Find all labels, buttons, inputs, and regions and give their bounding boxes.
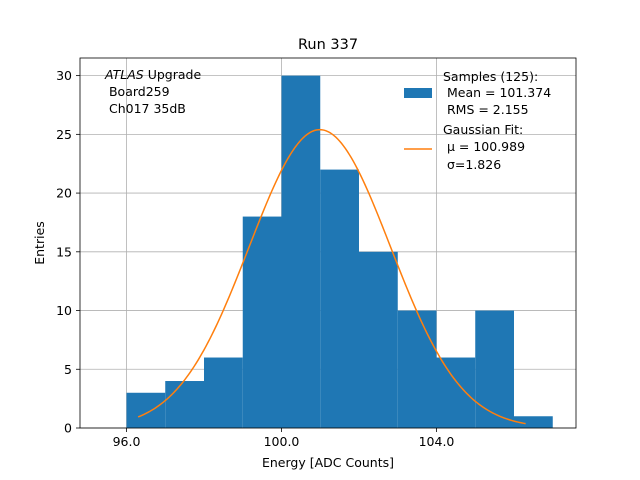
legend: Samples (125): Mean = 101.374 RMS = 2.15…	[404, 69, 551, 172]
histogram-bar	[281, 75, 321, 428]
x-tick-label: 96.0	[113, 434, 141, 449]
histogram-bars	[126, 75, 553, 429]
x-tick-label: 104.0	[419, 434, 455, 449]
histogram-bar	[475, 310, 514, 428]
y-tick-label: 5	[64, 362, 72, 377]
y-tick-label: 25	[56, 127, 72, 142]
y-axis-label: Entries	[32, 221, 47, 265]
gaussian-fit-curve	[137, 128, 526, 425]
y-tick-label: 0	[64, 421, 72, 436]
legend-fit-line3: σ=1.826	[443, 157, 501, 172]
y-tick-label: 15	[56, 244, 72, 259]
histogram-bar	[397, 310, 437, 428]
legend-samples-patch	[404, 88, 432, 98]
legend-fit-line1: Gaussian Fit:	[443, 122, 523, 137]
chart-title: Run 337	[298, 37, 358, 53]
y-tick-label: 10	[56, 303, 72, 318]
x-axis-ticks: 96.0 100.0 104.0	[113, 428, 455, 449]
annotation-rest: Upgrade	[144, 67, 202, 82]
legend-fit-line2: μ = 100.989	[443, 139, 525, 154]
annotation-italic: ATLAS	[104, 67, 144, 82]
histogram-bar	[204, 357, 243, 428]
plot-frame	[79, 57, 577, 429]
annotation-channel: Ch017 35dB	[105, 101, 186, 116]
histogram-bar	[436, 357, 476, 428]
y-axis-ticks: 0 5 10 15 20 25 30	[56, 68, 80, 436]
legend-samples-line1: Samples (125):	[443, 69, 538, 84]
histogram-bar	[165, 381, 204, 428]
histogram-bar	[242, 216, 282, 428]
histogram-bar	[514, 416, 553, 428]
y-tick-label: 30	[56, 68, 72, 83]
y-tick-label: 20	[56, 186, 72, 201]
histogram-bar	[126, 392, 166, 428]
histogram-bar	[359, 251, 398, 428]
legend-samples-line2: Mean = 101.374	[443, 85, 551, 100]
legend-samples-line3: RMS = 2.155	[443, 102, 529, 117]
annotation-board: Board259	[105, 84, 170, 99]
atlas-annotation: ATLAS Upgrade Board259 Ch017 35dB	[104, 67, 201, 116]
histogram-bar	[320, 169, 359, 429]
svg-text:ATLAS Upgrade: ATLAS Upgrade	[104, 67, 201, 82]
x-tick-label: 100.0	[264, 434, 300, 449]
x-axis-label: Energy [ADC Counts]	[262, 455, 394, 470]
